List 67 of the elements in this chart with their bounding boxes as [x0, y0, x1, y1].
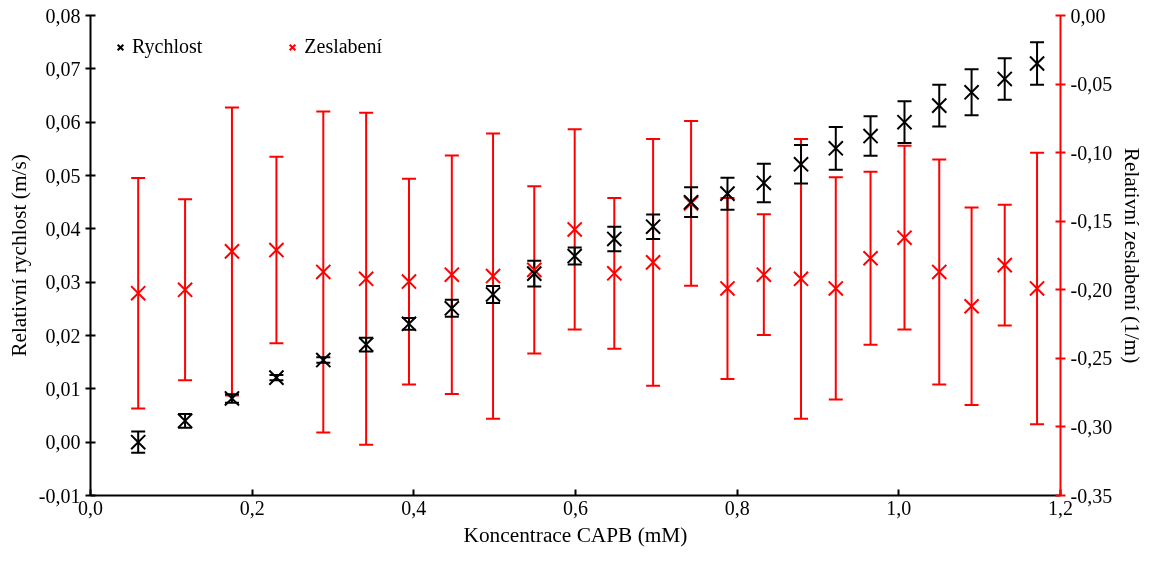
point [931, 97, 948, 114]
point [931, 263, 948, 281]
point [443, 266, 460, 283]
point [963, 298, 980, 315]
x-tick-label: 0,8 [724, 496, 750, 519]
point [827, 280, 844, 297]
point [566, 221, 583, 238]
point [315, 351, 332, 369]
point [792, 156, 810, 173]
point [963, 84, 980, 101]
point [996, 70, 1013, 88]
y-tick-label: 0,04 [45, 217, 81, 240]
point [526, 265, 543, 282]
point [268, 241, 285, 259]
y-tick-label: 0,00 [45, 431, 81, 454]
x-tick-label: 0,2 [239, 496, 265, 519]
y2-tick-label: -0,15 [1070, 210, 1113, 233]
y-tick-label: 0,06 [45, 111, 81, 134]
y-tick-label: 0,02 [45, 324, 81, 347]
point [755, 174, 772, 192]
point [1028, 55, 1046, 72]
y-tick-label: 0,01 [45, 377, 81, 400]
point [719, 280, 736, 297]
point [130, 285, 147, 302]
legend-label: Zeslabení [304, 35, 383, 58]
y2-tick-label: -0,20 [1070, 278, 1113, 301]
point [606, 230, 623, 248]
point [827, 140, 844, 157]
y2-tick-label: -0,10 [1070, 141, 1113, 164]
point [400, 273, 418, 290]
point [792, 270, 810, 287]
x-tick-label: 0,6 [563, 496, 588, 519]
y-tick-label: 0,07 [45, 57, 81, 80]
point [606, 265, 623, 282]
y2-tick-label: -0,30 [1070, 415, 1113, 438]
y2-tick-label: 0,00 [1070, 4, 1106, 27]
x-axis-title: Koncentrace CAPB (mM) [463, 522, 688, 547]
y2-tick-label: -0,25 [1070, 347, 1113, 370]
point [223, 243, 241, 260]
point [358, 270, 375, 287]
point [484, 268, 502, 285]
point [268, 369, 285, 386]
point [130, 434, 147, 451]
y2-tick-label: -0,35 [1070, 484, 1113, 507]
point [315, 263, 332, 281]
y2-axis-title: Relativní zeslabení (1/m) [1120, 147, 1145, 364]
x-tick-label: 1,0 [886, 496, 912, 519]
point [1028, 280, 1046, 297]
legend-label: Rychlost [132, 35, 203, 58]
point [645, 218, 662, 235]
point [996, 257, 1013, 274]
point [755, 266, 772, 283]
y-axis-title: Relativní rychlost (m/s) [6, 154, 31, 357]
x-tick-label: 0,4 [401, 496, 427, 519]
y-tick-label: 0,08 [45, 4, 81, 27]
y2-tick-label: -0,05 [1070, 73, 1113, 96]
y-tick-label: 0,03 [45, 271, 81, 294]
point [896, 114, 913, 131]
point [896, 229, 913, 246]
point [719, 185, 736, 202]
x-tick-label: 0,0 [78, 496, 103, 519]
point [645, 254, 662, 271]
point [862, 250, 879, 267]
point [526, 261, 543, 278]
y-tick-label: 0,05 [45, 164, 81, 187]
point [177, 281, 194, 298]
point [862, 127, 879, 145]
